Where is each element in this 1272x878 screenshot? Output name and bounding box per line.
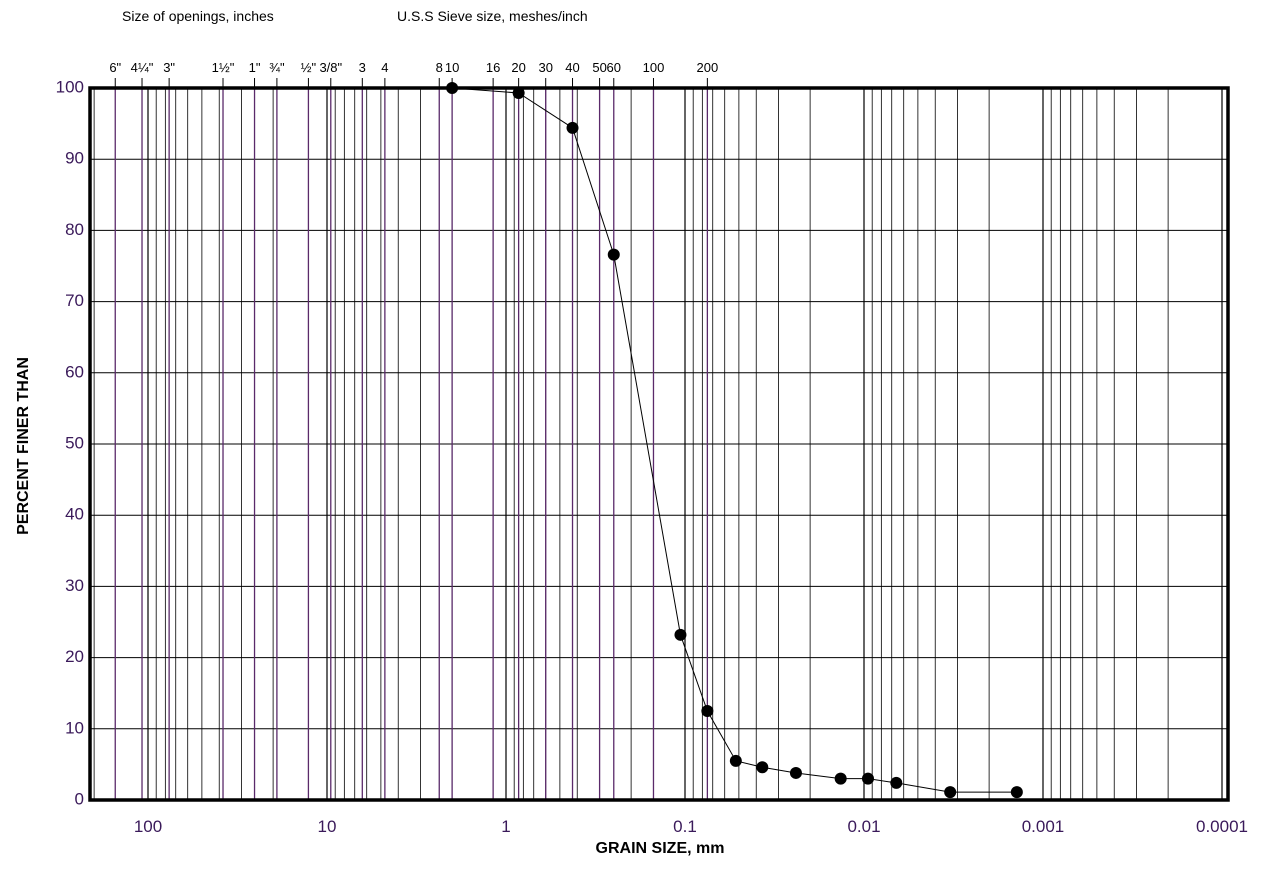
data-point bbox=[701, 705, 714, 717]
data-point bbox=[861, 772, 874, 785]
x-tick-label: 0.001 bbox=[1022, 817, 1065, 836]
data-point bbox=[607, 248, 620, 261]
sieve-tick-label: 4 bbox=[381, 60, 388, 75]
sieve-tick-label: 20 bbox=[511, 60, 525, 75]
data-point bbox=[944, 786, 957, 799]
x-tick-label: 100 bbox=[134, 817, 162, 836]
sieve-tick-label: 40 bbox=[565, 60, 579, 75]
sieve-header: U.S.S Sieve size, meshes/inch bbox=[397, 8, 588, 24]
data-point bbox=[512, 86, 525, 99]
data-point bbox=[674, 628, 687, 641]
grid-lines bbox=[90, 87, 1228, 801]
x-tick-label: 0.01 bbox=[847, 817, 880, 836]
x-tick-labels: 100 10 1 0.1 0.01 0.001 0.0001 bbox=[134, 817, 1248, 836]
y-tick-label: 60 bbox=[65, 362, 84, 381]
sieve-tick-label: ½" bbox=[301, 60, 317, 75]
data-point bbox=[789, 766, 802, 779]
y-tick-label: 50 bbox=[65, 433, 84, 452]
data-point bbox=[756, 761, 769, 774]
sieve-tick-label: 3/8" bbox=[319, 60, 342, 75]
series-line bbox=[452, 87, 1017, 793]
sieve-tick-label: 3 bbox=[359, 60, 366, 75]
data-point bbox=[566, 121, 579, 134]
x-tick-label: 0.0001 bbox=[1196, 817, 1248, 836]
y-tick-label: 40 bbox=[65, 505, 84, 524]
data-series bbox=[446, 82, 1023, 799]
data-point bbox=[890, 776, 903, 789]
openings-header: Size of openings, inches bbox=[122, 8, 274, 24]
data-point bbox=[729, 754, 742, 767]
x-tick-label: 10 bbox=[318, 817, 337, 836]
sieve-tick-label: 30 bbox=[538, 60, 552, 75]
sieve-tick-label: ¾" bbox=[269, 60, 285, 75]
x-tick-label: 1 bbox=[501, 817, 510, 836]
y-tick-label: 20 bbox=[65, 647, 84, 666]
data-point bbox=[1010, 786, 1023, 799]
sieve-tick-label: 60 bbox=[607, 60, 621, 75]
sieve-labels: 6" 4¼" 3" 1½" 1" ¾" ½" 3/8" 3 4 8 10 16 20 30 40 50 60 100… bbox=[109, 60, 718, 800]
y-tick-label: 90 bbox=[65, 149, 84, 168]
data-point bbox=[834, 772, 847, 785]
x-axis-label: GRAIN SIZE, mm bbox=[595, 840, 725, 857]
y-tick-label: 70 bbox=[65, 291, 84, 310]
sieve-tick-label: 200 bbox=[697, 60, 719, 75]
sieve-tick-label: 10 bbox=[445, 60, 459, 75]
y-tick-labels: 0 10 20 30 40 50 60 70 80 90 100 bbox=[56, 77, 84, 808]
sieve-tick-label: 100 bbox=[643, 60, 665, 75]
sieve-tick-label: 4¼" bbox=[131, 60, 154, 75]
sieve-tick-label: 1½" bbox=[212, 60, 235, 75]
x-tick-label: 0.1 bbox=[673, 817, 697, 836]
sieve-tick-label: 16 bbox=[486, 60, 500, 75]
plot-frame bbox=[88, 86, 1230, 802]
sieve-tick-label: 6" bbox=[109, 60, 121, 75]
sieve-tick-label: 8 bbox=[436, 60, 443, 75]
y-tick-label: 10 bbox=[65, 718, 84, 737]
y-tick-label: 30 bbox=[65, 576, 84, 595]
y-tick-label: 0 bbox=[75, 789, 84, 808]
sieve-tick-label: 50 bbox=[592, 60, 606, 75]
y-tick-label: 100 bbox=[56, 77, 84, 96]
y-tick-label: 80 bbox=[65, 220, 84, 239]
sieve-tick-label: 1" bbox=[249, 60, 261, 75]
sieve-tick-label: 3" bbox=[163, 60, 175, 75]
